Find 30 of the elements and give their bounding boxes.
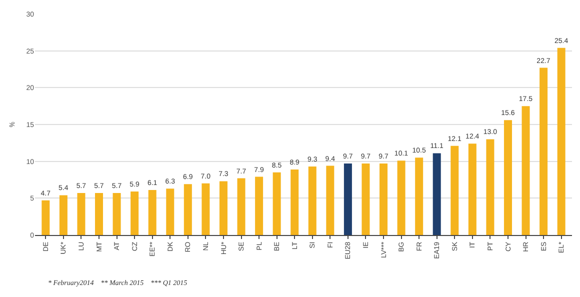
bar bbox=[397, 160, 406, 235]
bar bbox=[166, 188, 174, 235]
bar bbox=[362, 164, 370, 235]
bar bbox=[148, 190, 156, 235]
bar bbox=[326, 166, 334, 235]
bar bbox=[112, 193, 121, 235]
bar bbox=[308, 166, 316, 235]
bar bbox=[344, 164, 352, 235]
bar bbox=[95, 193, 104, 235]
bar bbox=[255, 176, 264, 235]
bar bbox=[77, 193, 86, 235]
bar bbox=[42, 200, 50, 235]
bar bbox=[272, 172, 281, 235]
bar bbox=[540, 68, 548, 235]
bar bbox=[237, 178, 246, 235]
bar bbox=[290, 169, 299, 235]
bar bbox=[130, 192, 139, 235]
bar bbox=[432, 153, 441, 235]
bar bbox=[450, 146, 459, 235]
bar bbox=[504, 120, 512, 235]
bar bbox=[380, 164, 388, 235]
bar bbox=[202, 183, 210, 235]
bar bbox=[59, 195, 68, 235]
bar bbox=[557, 48, 566, 235]
bar bbox=[219, 181, 228, 235]
bar bbox=[415, 158, 424, 235]
bar bbox=[522, 106, 530, 235]
bar bbox=[184, 184, 192, 235]
bar bbox=[486, 139, 494, 235]
bar bbox=[468, 144, 476, 235]
